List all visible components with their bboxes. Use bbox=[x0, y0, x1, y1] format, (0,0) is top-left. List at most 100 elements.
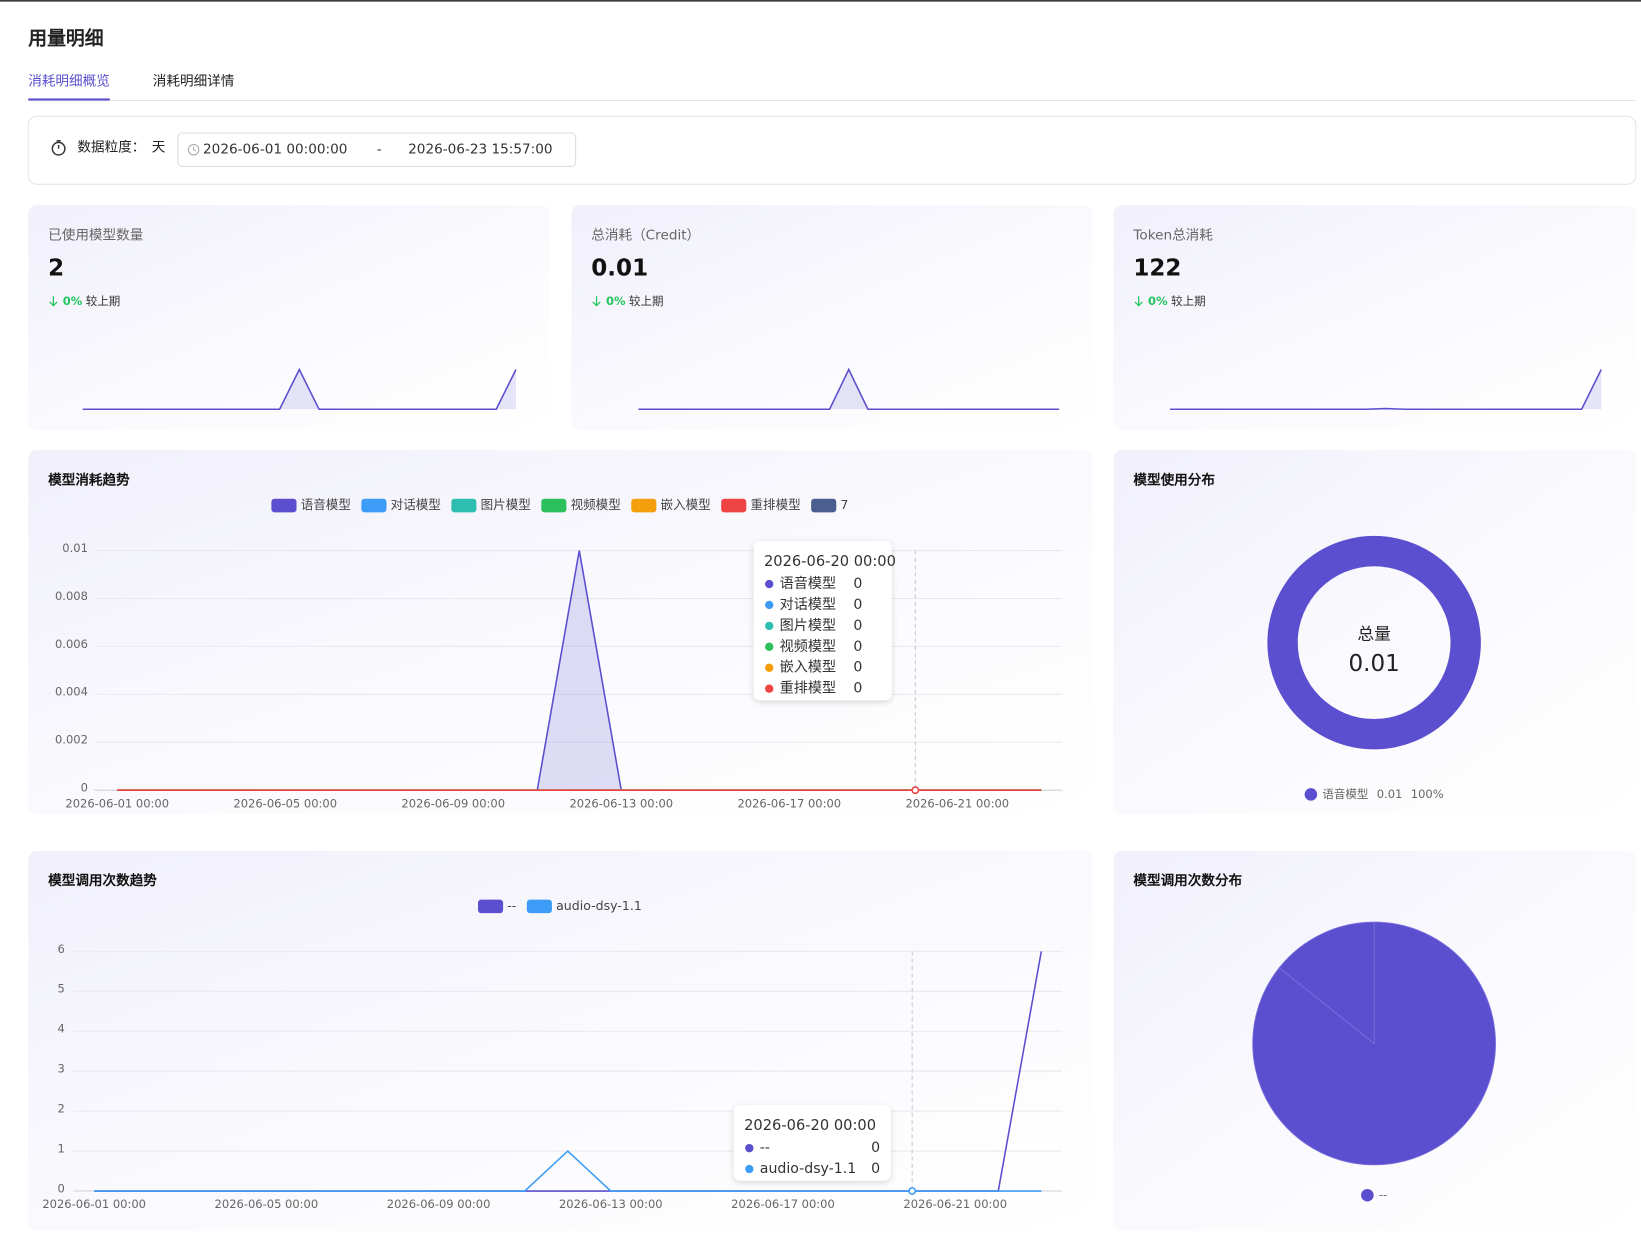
tooltip-name: 重排模型 bbox=[780, 681, 836, 697]
legend-label: 语音模型 bbox=[1322, 787, 1368, 801]
tooltip-value: 0 bbox=[871, 1161, 880, 1177]
series-line bbox=[94, 1150, 1042, 1192]
tooltip-dot bbox=[765, 663, 774, 672]
center-value: 0.01 bbox=[1349, 651, 1400, 677]
legend-swatch bbox=[451, 498, 477, 513]
clock-icon bbox=[187, 143, 200, 156]
tooltip-value: 0 bbox=[853, 576, 862, 592]
sparkline bbox=[82, 367, 517, 411]
y-tick-label: 2 bbox=[58, 1102, 65, 1116]
x-tick-label: 2026-06-21 00:00 bbox=[905, 796, 1009, 810]
x-tick-label: 2026-06-17 00:00 bbox=[731, 1197, 835, 1211]
tooltip-value: 0 bbox=[853, 681, 862, 697]
x-tick-label: 2026-06-21 00:00 bbox=[903, 1197, 1007, 1211]
y-tick-label: 1 bbox=[58, 1141, 65, 1155]
tooltip-dot bbox=[765, 600, 774, 610]
tooltip-dot bbox=[745, 1143, 754, 1153]
legend-value: 0.01 bbox=[1377, 787, 1403, 801]
chart-title: 模型调用次数分布 bbox=[1133, 872, 1242, 889]
legend-label: 图片模型 bbox=[481, 497, 531, 512]
tooltip-value: 0 bbox=[853, 618, 862, 634]
tooltip-dot bbox=[765, 579, 774, 589]
tooltip-title: 2026-06-20 00:00 bbox=[764, 553, 896, 570]
stat-change: 0% bbox=[606, 294, 626, 308]
legend-item[interactable]: -- bbox=[477, 898, 516, 914]
tab[interactable]: 消耗明细详情 bbox=[153, 74, 235, 90]
sparkline-area bbox=[82, 369, 516, 410]
series-area bbox=[117, 550, 1042, 791]
stat-value: 122 bbox=[1133, 256, 1181, 282]
x-tick-label: 2026-06-01 00:00 bbox=[42, 1197, 146, 1211]
tab-indicator bbox=[28, 98, 110, 101]
start-date[interactable]: 2026-06-01 00:00:00 bbox=[203, 142, 347, 158]
sparkline bbox=[638, 367, 1060, 411]
sparkline-area bbox=[638, 369, 1060, 410]
stat-card bbox=[1113, 205, 1636, 431]
tooltip-name: 对话模型 bbox=[780, 597, 836, 613]
stat-compare: 较上期 bbox=[86, 294, 120, 308]
legend-item[interactable]: 7 bbox=[811, 497, 848, 513]
y-tick-label: 0.006 bbox=[55, 637, 88, 651]
sparkline bbox=[1170, 369, 1602, 411]
y-tick-label: 4 bbox=[58, 1022, 65, 1036]
tooltip: 2026-06-20 00:00 语音模型 0 对话模型 0 图片模型 0 视频模型 0 嵌入模型… bbox=[753, 541, 896, 701]
x-tick-label: 2026-06-05 00:00 bbox=[215, 1197, 319, 1211]
tab[interactable]: 消耗明细概览 bbox=[28, 74, 110, 90]
stat-change: 0% bbox=[63, 294, 83, 308]
x-tick-label: 2026-06-01 00:00 bbox=[65, 796, 169, 810]
legend: -- bbox=[1361, 1188, 1387, 1202]
legend-label: -- bbox=[1379, 1188, 1387, 1202]
legend-swatch bbox=[541, 498, 567, 513]
tooltip-box bbox=[753, 541, 892, 701]
date-range-input[interactable] bbox=[177, 132, 577, 167]
legend-dot bbox=[1361, 1188, 1374, 1202]
tooltip-name: -- bbox=[760, 1140, 770, 1156]
y-tick-label: 0.008 bbox=[55, 589, 88, 603]
legend-dot bbox=[1304, 788, 1318, 801]
stopwatch-icon bbox=[51, 140, 66, 156]
granularity-value[interactable]: 天 bbox=[152, 140, 166, 156]
tooltip-dot bbox=[765, 621, 774, 631]
legend-item[interactable]: 语音模型 0.01 100% bbox=[1304, 787, 1444, 801]
y-tick-label: 0.002 bbox=[55, 733, 88, 747]
chart-panel bbox=[1113, 450, 1636, 815]
hover-point bbox=[908, 1187, 917, 1195]
tooltip-dot bbox=[745, 1164, 754, 1174]
granularity-label: 数据粒度： bbox=[77, 140, 145, 156]
legend-item[interactable]: 重排模型 bbox=[721, 497, 801, 513]
stat-value: 2 bbox=[48, 256, 64, 282]
legend-item[interactable]: 视频模型 bbox=[541, 497, 621, 513]
stat-change: 0% bbox=[1148, 294, 1168, 308]
y-tick-label: 6 bbox=[58, 942, 65, 956]
stat-card bbox=[28, 205, 550, 431]
x-tick-label: 2026-06-17 00:00 bbox=[737, 796, 841, 810]
stat-label: Token总消耗 bbox=[1132, 228, 1213, 244]
legend-label: 7 bbox=[840, 497, 848, 512]
x-tick-label: 2026-06-13 00:00 bbox=[559, 1197, 663, 1211]
legend: -- audio-dsy-1.1 bbox=[477, 898, 642, 914]
legend-swatch bbox=[361, 498, 387, 513]
top-border bbox=[0, 0, 1641, 2]
legend-item[interactable]: 嵌入模型 bbox=[631, 497, 711, 513]
legend-item[interactable]: 语音模型 bbox=[271, 497, 351, 513]
legend-item[interactable]: 图片模型 bbox=[451, 497, 531, 513]
legend-item[interactable]: 对话模型 bbox=[361, 497, 441, 513]
legend-swatch bbox=[721, 498, 747, 513]
x-tick-label: 2026-06-09 00:00 bbox=[401, 796, 505, 810]
x-tick-label: 2026-06-05 00:00 bbox=[233, 796, 337, 810]
tooltip-value: 0 bbox=[853, 660, 862, 676]
legend-swatch bbox=[477, 899, 504, 914]
end-date[interactable]: 2026-06-23 15:57:00 bbox=[408, 142, 552, 158]
legend-item[interactable]: audio-dsy-1.1 bbox=[526, 898, 642, 914]
legend-swatch bbox=[271, 498, 297, 513]
legend-item[interactable]: -- bbox=[1361, 1188, 1387, 1202]
x-tick-label: 2026-06-09 00:00 bbox=[387, 1197, 491, 1211]
tooltip-name: 语音模型 bbox=[780, 575, 836, 592]
y-tick-label: 0 bbox=[81, 781, 88, 795]
stat-compare: 较上期 bbox=[629, 294, 664, 308]
center-label: 总量 bbox=[1357, 623, 1390, 643]
y-tick-label: 5 bbox=[58, 982, 65, 996]
legend: 语音模型 0.01 100% bbox=[1304, 787, 1444, 801]
y-tick-label: 3 bbox=[58, 1062, 65, 1076]
legend: 语音模型 对话模型 图片模型 视频模型 嵌入模型 重排模型 7 bbox=[271, 497, 848, 513]
